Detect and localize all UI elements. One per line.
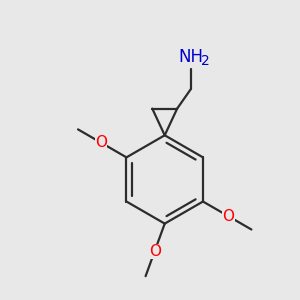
Text: NH: NH	[178, 48, 203, 66]
Text: 2: 2	[201, 54, 210, 68]
Text: O: O	[95, 135, 107, 150]
Text: O: O	[149, 244, 161, 259]
Text: O: O	[223, 209, 235, 224]
